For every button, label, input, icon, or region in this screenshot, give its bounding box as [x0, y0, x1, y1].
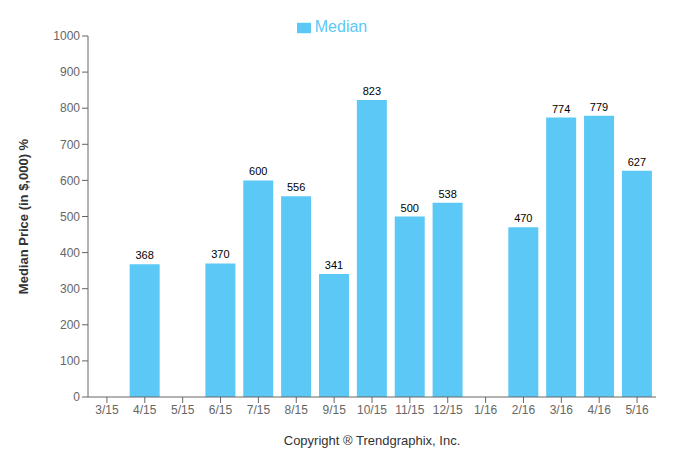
svg-text:4/16: 4/16: [588, 403, 612, 417]
svg-text:9/15: 9/15: [322, 403, 346, 417]
svg-text:800: 800: [60, 101, 80, 115]
svg-text:823: 823: [363, 85, 381, 97]
svg-text:3/16: 3/16: [550, 403, 574, 417]
svg-text:700: 700: [60, 138, 80, 152]
svg-text:5/15: 5/15: [171, 403, 195, 417]
svg-text:7/15: 7/15: [247, 403, 271, 417]
svg-text:779: 779: [590, 101, 608, 113]
svg-text:5/16: 5/16: [625, 403, 649, 417]
svg-text:600: 600: [249, 165, 267, 177]
svg-text:500: 500: [60, 210, 80, 224]
svg-text:627: 627: [628, 156, 646, 168]
svg-text:100: 100: [60, 354, 80, 368]
svg-text:3/15: 3/15: [95, 403, 119, 417]
svg-text:300: 300: [60, 282, 80, 296]
svg-text:400: 400: [60, 246, 80, 260]
svg-text:1000: 1000: [53, 29, 80, 43]
svg-text:2/16: 2/16: [512, 403, 536, 417]
svg-text:4/15: 4/15: [133, 403, 157, 417]
svg-text:600: 600: [60, 174, 80, 188]
svg-text:556: 556: [287, 181, 305, 193]
svg-text:500: 500: [401, 202, 419, 214]
svg-text:11/15: 11/15: [395, 403, 424, 417]
svg-text:341: 341: [325, 259, 343, 271]
svg-text:12/15: 12/15: [433, 403, 463, 417]
svg-text:774: 774: [552, 103, 570, 115]
svg-text:8/15: 8/15: [285, 403, 309, 417]
svg-text:200: 200: [60, 318, 80, 332]
svg-text:0: 0: [73, 390, 80, 404]
svg-text:538: 538: [438, 188, 456, 200]
svg-text:10/15: 10/15: [357, 403, 387, 417]
svg-text:470: 470: [514, 212, 532, 224]
svg-text:Median Price (in $,000) %: Median Price (in $,000) %: [16, 138, 31, 294]
html-text:Median: Median: [314, 18, 368, 35]
svg-text:900: 900: [60, 65, 80, 79]
svg-text:1/16: 1/16: [474, 403, 498, 417]
svg-text:370: 370: [211, 248, 229, 260]
svg-text:6/15: 6/15: [209, 403, 233, 417]
svg-text:Copyright ® Trendgraphix, Inc.: Copyright ® Trendgraphix, Inc.: [284, 433, 461, 448]
svg-text:368: 368: [135, 249, 153, 261]
